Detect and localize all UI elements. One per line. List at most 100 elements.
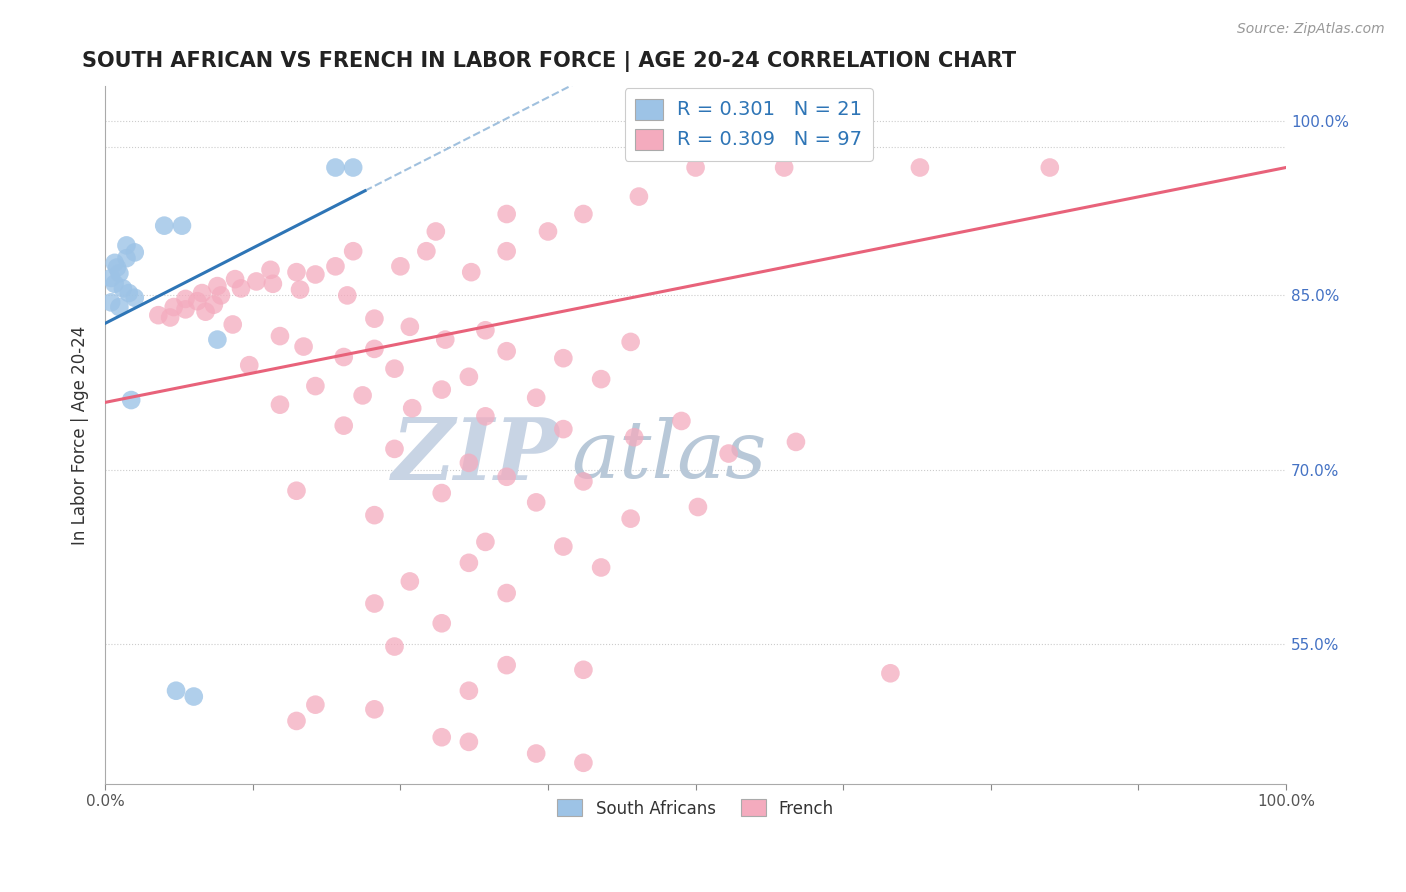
Point bbox=[879, 666, 901, 681]
Point bbox=[108, 266, 131, 280]
Text: ZIP: ZIP bbox=[392, 414, 560, 498]
Point bbox=[159, 310, 181, 325]
Point bbox=[686, 500, 709, 514]
Point bbox=[495, 470, 517, 484]
Point bbox=[398, 319, 420, 334]
Text: SOUTH AFRICAN VS FRENCH IN LABOR FORCE | AGE 20-24 CORRELATION CHART: SOUTH AFRICAN VS FRENCH IN LABOR FORCE |… bbox=[82, 51, 1015, 71]
Point bbox=[186, 294, 208, 309]
Point bbox=[457, 683, 479, 698]
Point bbox=[457, 735, 479, 749]
Point bbox=[425, 224, 447, 238]
Point bbox=[398, 574, 420, 589]
Point bbox=[304, 698, 326, 712]
Point bbox=[773, 161, 796, 175]
Point bbox=[434, 333, 457, 347]
Point bbox=[229, 281, 252, 295]
Point bbox=[105, 260, 128, 275]
Point bbox=[153, 219, 176, 233]
Point bbox=[495, 658, 517, 673]
Point bbox=[524, 747, 547, 761]
Point bbox=[537, 224, 560, 238]
Point bbox=[495, 344, 517, 359]
Point bbox=[194, 304, 217, 318]
Point bbox=[104, 256, 127, 270]
Point bbox=[120, 392, 142, 407]
Point bbox=[623, 430, 645, 444]
Point bbox=[115, 238, 138, 252]
Point bbox=[384, 442, 406, 456]
Point bbox=[572, 475, 595, 489]
Point bbox=[460, 265, 482, 279]
Point bbox=[553, 351, 575, 366]
Point bbox=[495, 586, 517, 600]
Point bbox=[620, 334, 643, 349]
Point bbox=[908, 161, 931, 175]
Point bbox=[474, 409, 496, 424]
Point bbox=[495, 207, 517, 221]
Point bbox=[259, 262, 281, 277]
Point bbox=[785, 434, 807, 449]
Point bbox=[342, 244, 364, 259]
Point bbox=[100, 295, 122, 310]
Point bbox=[285, 265, 308, 279]
Point bbox=[202, 298, 225, 312]
Point bbox=[304, 379, 326, 393]
Point bbox=[685, 161, 707, 175]
Point bbox=[183, 690, 205, 704]
Y-axis label: In Labor Force | Age 20-24: In Labor Force | Age 20-24 bbox=[72, 326, 89, 544]
Point bbox=[336, 288, 359, 302]
Point bbox=[304, 268, 326, 282]
Point bbox=[207, 333, 229, 347]
Point bbox=[148, 308, 170, 322]
Point bbox=[671, 414, 693, 428]
Point bbox=[363, 597, 385, 611]
Point bbox=[191, 286, 214, 301]
Point bbox=[332, 418, 354, 433]
Point bbox=[238, 358, 260, 372]
Point bbox=[495, 244, 517, 259]
Point bbox=[363, 311, 385, 326]
Point bbox=[174, 292, 197, 306]
Point bbox=[572, 756, 595, 770]
Point bbox=[363, 702, 385, 716]
Point bbox=[430, 616, 453, 631]
Point bbox=[222, 318, 245, 332]
Point bbox=[524, 495, 547, 509]
Point bbox=[363, 508, 385, 523]
Point bbox=[474, 323, 496, 337]
Point bbox=[572, 207, 595, 221]
Point bbox=[384, 640, 406, 654]
Legend: South Africans, French: South Africans, French bbox=[551, 793, 841, 824]
Point bbox=[115, 251, 138, 265]
Point bbox=[209, 288, 232, 302]
Point bbox=[717, 446, 740, 460]
Point bbox=[401, 401, 423, 416]
Point bbox=[100, 271, 122, 285]
Point bbox=[627, 189, 650, 203]
Point bbox=[620, 511, 643, 525]
Point bbox=[384, 361, 406, 376]
Point bbox=[457, 456, 479, 470]
Point bbox=[108, 300, 131, 314]
Point bbox=[245, 275, 267, 289]
Point bbox=[1039, 161, 1062, 175]
Point bbox=[430, 486, 453, 500]
Point bbox=[124, 291, 146, 305]
Point bbox=[262, 277, 284, 291]
Point bbox=[415, 244, 437, 259]
Text: Source: ZipAtlas.com: Source: ZipAtlas.com bbox=[1237, 22, 1385, 37]
Point bbox=[553, 422, 575, 436]
Point bbox=[285, 714, 308, 728]
Point bbox=[342, 161, 364, 175]
Point bbox=[269, 329, 291, 343]
Point bbox=[474, 535, 496, 549]
Point bbox=[430, 383, 453, 397]
Text: atlas: atlas bbox=[572, 417, 768, 494]
Point bbox=[174, 302, 197, 317]
Point bbox=[165, 683, 187, 698]
Point bbox=[285, 483, 308, 498]
Point bbox=[389, 260, 412, 274]
Point bbox=[118, 286, 141, 301]
Point bbox=[352, 388, 374, 402]
Point bbox=[457, 556, 479, 570]
